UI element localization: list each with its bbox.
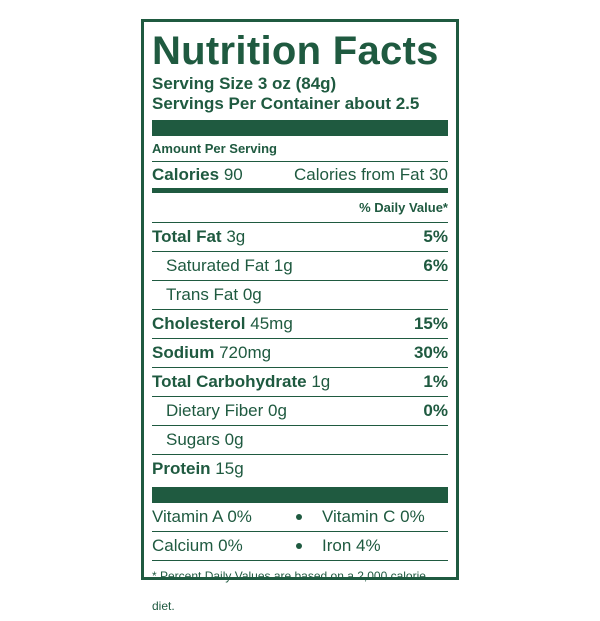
- serving-size: Serving Size 3 oz (84g): [152, 74, 337, 93]
- nutrient-name: Sugars: [166, 430, 220, 449]
- nutrient-row: Saturated Fat 1g 6%: [152, 252, 448, 281]
- nutrient-row: Protein 15g: [152, 455, 448, 483]
- vitamin-value: 4%: [356, 536, 381, 555]
- calories-label: Calories: [152, 165, 220, 184]
- vitamin-value: 0%: [227, 507, 252, 526]
- daily-value: 30%: [413, 343, 448, 362]
- divider-bar: [152, 487, 448, 503]
- nutrient-row: Total Carbohydrate 1g 1%: [152, 368, 448, 397]
- bullet: [296, 514, 302, 520]
- nutrients: Total Fat 3g 5% Saturated Fat 1g 6% Trans Fa…: [152, 223, 448, 483]
- nutrient-row: Total Fat 3g 5%: [152, 223, 448, 252]
- nutrient: Sugars 0g: [166, 430, 244, 450]
- bullet: [296, 543, 302, 549]
- vitamin-value: 0%: [218, 536, 243, 555]
- nutrient: Protein 15g: [152, 459, 244, 479]
- nutrient-amount: 45mg: [250, 314, 293, 333]
- servings-per-container: Servings Per Container about 2.5: [152, 94, 420, 113]
- calories-from-fat: Calories from Fat 30: [294, 165, 448, 184]
- calories-value: 90: [223, 165, 243, 184]
- nutrient-row: Cholesterol 45mg 15%: [152, 310, 448, 339]
- daily-value: 5%: [423, 227, 448, 246]
- nutrient: Total Carbohydrate 1g: [152, 372, 330, 392]
- daily-value: 15%: [413, 314, 448, 333]
- calories-row: Calories 90 Calories from Fat 30: [152, 162, 448, 193]
- nutrient-amount: 720mg: [219, 343, 272, 362]
- divider-bar: [152, 120, 448, 136]
- nutrient: Trans Fat 0g: [166, 285, 262, 305]
- nutrient-amount: 0g: [268, 401, 287, 420]
- daily-value-header: % Daily Value*: [359, 200, 448, 215]
- daily-value: 1%: [423, 372, 448, 391]
- nutrient-amount: 1g: [273, 256, 293, 275]
- daily-value: 0%: [423, 401, 448, 420]
- nutrient-row: Sodium 720mg 30%: [152, 339, 448, 368]
- nutrient-amount: 0g: [242, 285, 262, 304]
- nutrient: Total Fat 3g: [152, 227, 245, 247]
- vitamin-name: Vitamin C: [322, 507, 396, 526]
- vitamin-row: Vitamin A 0% Vitamin C 0%: [152, 503, 448, 532]
- nutrition-label: Nutrition Facts Serving Size 3 oz (84g) …: [141, 19, 459, 613]
- nutrient-name: Total Carbohydrate: [152, 372, 307, 391]
- nutrient-row: Sugars 0g: [152, 426, 448, 455]
- vitamin-name: Calcium: [152, 536, 214, 555]
- nutrient-amount: 3g: [226, 227, 246, 246]
- nutrient-name: Cholesterol: [152, 314, 246, 333]
- nutrient: Saturated Fat 1g: [166, 256, 293, 276]
- nutrient: Sodium 720mg: [152, 343, 271, 363]
- amount-row: Amount Per Serving: [152, 136, 448, 162]
- nutrient-name: Total Fat: [152, 227, 222, 246]
- nutrient-amount: 0g: [224, 430, 244, 449]
- nutrient-row: Trans Fat 0g: [152, 281, 448, 310]
- vitamin-row: Calcium 0% Iron 4%: [152, 532, 448, 561]
- nutrient: Cholesterol 45mg: [152, 314, 293, 334]
- footnote: * Percent Daily Values are based on a 2,…: [152, 569, 426, 613]
- nutrient-amount: 1g: [311, 372, 331, 391]
- title: Nutrition Facts: [152, 29, 439, 73]
- vitamin-value: 0%: [400, 507, 425, 526]
- daily-value: 6%: [423, 256, 448, 275]
- nutrient-name: Trans Fat: [166, 285, 239, 304]
- nutrient-name: Saturated Fat: [166, 256, 270, 275]
- vitamin-name: Iron: [322, 536, 352, 555]
- vitamin-name: Vitamin A: [152, 507, 223, 526]
- nutrient-name: Protein: [152, 459, 211, 478]
- amount-per-serving: Amount Per Serving: [152, 141, 277, 156]
- nutrient-amount: 15g: [215, 459, 244, 478]
- nutrient-name: Sodium: [152, 343, 215, 362]
- nutrient-row: Dietary Fiber 0g 0%: [152, 397, 448, 426]
- dv-header-row: % Daily Value*: [152, 193, 448, 223]
- nutrient: Dietary Fiber 0g: [166, 401, 287, 421]
- nutrient-name: Dietary Fiber: [166, 401, 264, 420]
- page: Nutrition Facts Serving Size 3 oz (84g) …: [141, 19, 459, 613]
